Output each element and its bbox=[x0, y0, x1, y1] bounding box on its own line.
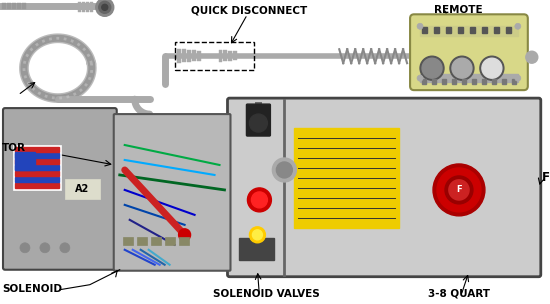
Circle shape bbox=[40, 243, 50, 253]
Circle shape bbox=[417, 75, 423, 81]
Circle shape bbox=[250, 227, 266, 243]
Bar bbox=[239, 238, 274, 260]
Circle shape bbox=[250, 114, 267, 132]
FancyBboxPatch shape bbox=[3, 108, 117, 270]
Circle shape bbox=[20, 243, 30, 253]
Circle shape bbox=[99, 1, 111, 13]
Bar bbox=[233, 51, 238, 60]
Bar bbox=[228, 51, 233, 61]
Bar bbox=[86, 2, 89, 12]
Bar bbox=[123, 237, 133, 245]
Bar bbox=[65, 179, 100, 199]
Bar bbox=[472, 79, 476, 84]
Circle shape bbox=[252, 230, 262, 240]
Circle shape bbox=[272, 158, 296, 182]
Bar bbox=[512, 79, 516, 84]
Bar bbox=[151, 237, 161, 245]
Bar bbox=[15, 183, 59, 188]
Bar bbox=[452, 79, 456, 84]
Text: 3-8 QUART: 3-8 QUART bbox=[428, 289, 490, 299]
Circle shape bbox=[179, 229, 190, 241]
Text: TOR: TOR bbox=[2, 143, 26, 153]
Bar bbox=[434, 27, 439, 33]
Circle shape bbox=[420, 56, 444, 80]
Bar bbox=[223, 50, 228, 61]
Bar bbox=[7, 3, 11, 9]
Bar bbox=[15, 147, 59, 152]
Text: SOLENOID: SOLENOID bbox=[2, 284, 62, 294]
Bar bbox=[482, 79, 486, 84]
Text: A2: A2 bbox=[75, 184, 89, 194]
Bar bbox=[137, 237, 147, 245]
Bar bbox=[218, 50, 223, 62]
Bar bbox=[294, 128, 399, 228]
Bar bbox=[78, 2, 81, 12]
Bar bbox=[186, 50, 190, 62]
Bar bbox=[492, 79, 496, 84]
Bar bbox=[482, 27, 487, 33]
Bar bbox=[17, 3, 21, 9]
FancyBboxPatch shape bbox=[114, 114, 230, 271]
Bar bbox=[12, 3, 16, 9]
Bar bbox=[422, 27, 427, 33]
Bar bbox=[420, 74, 518, 82]
Bar bbox=[458, 27, 463, 33]
Bar bbox=[422, 79, 426, 84]
Bar bbox=[15, 159, 59, 164]
Circle shape bbox=[437, 168, 481, 212]
FancyBboxPatch shape bbox=[246, 104, 271, 136]
Circle shape bbox=[277, 162, 293, 178]
Bar bbox=[15, 171, 59, 176]
Bar bbox=[174, 42, 255, 70]
Circle shape bbox=[60, 243, 70, 253]
Bar bbox=[164, 237, 174, 245]
Bar bbox=[446, 27, 451, 33]
Bar bbox=[90, 2, 93, 12]
Circle shape bbox=[102, 4, 108, 10]
Circle shape bbox=[433, 164, 485, 216]
Bar bbox=[420, 26, 518, 36]
Text: REMOTE: REMOTE bbox=[434, 5, 483, 15]
Bar bbox=[177, 49, 180, 63]
Circle shape bbox=[480, 56, 504, 80]
Bar bbox=[191, 50, 196, 61]
Bar bbox=[82, 2, 85, 12]
Bar bbox=[22, 3, 26, 9]
Circle shape bbox=[452, 58, 472, 78]
Text: F: F bbox=[542, 171, 550, 185]
Circle shape bbox=[450, 56, 474, 80]
Bar bbox=[432, 79, 436, 84]
Circle shape bbox=[515, 75, 521, 81]
Bar bbox=[506, 27, 511, 33]
Circle shape bbox=[526, 51, 538, 63]
Bar bbox=[15, 165, 59, 170]
Circle shape bbox=[515, 23, 521, 29]
Bar bbox=[470, 27, 475, 33]
Bar bbox=[502, 79, 506, 84]
Bar bbox=[13, 145, 61, 190]
Bar bbox=[15, 152, 35, 170]
Circle shape bbox=[96, 0, 114, 16]
Bar bbox=[2, 3, 6, 9]
Text: SOLENOID VALVES: SOLENOID VALVES bbox=[213, 289, 320, 299]
Bar bbox=[15, 153, 59, 158]
Bar bbox=[442, 79, 446, 84]
Circle shape bbox=[445, 176, 473, 204]
Bar bbox=[15, 177, 59, 182]
FancyBboxPatch shape bbox=[410, 14, 528, 90]
Text: QUICK DISCONNECT: QUICK DISCONNECT bbox=[191, 5, 307, 15]
Bar bbox=[494, 27, 499, 33]
Bar bbox=[196, 51, 201, 61]
Bar bbox=[179, 237, 189, 245]
Circle shape bbox=[422, 58, 442, 78]
Text: F: F bbox=[456, 185, 462, 195]
Circle shape bbox=[482, 58, 502, 78]
FancyBboxPatch shape bbox=[228, 98, 541, 277]
Circle shape bbox=[449, 180, 469, 200]
Bar bbox=[462, 79, 466, 84]
Circle shape bbox=[251, 192, 267, 208]
Circle shape bbox=[248, 188, 271, 212]
Circle shape bbox=[417, 23, 423, 29]
Bar bbox=[182, 49, 185, 62]
